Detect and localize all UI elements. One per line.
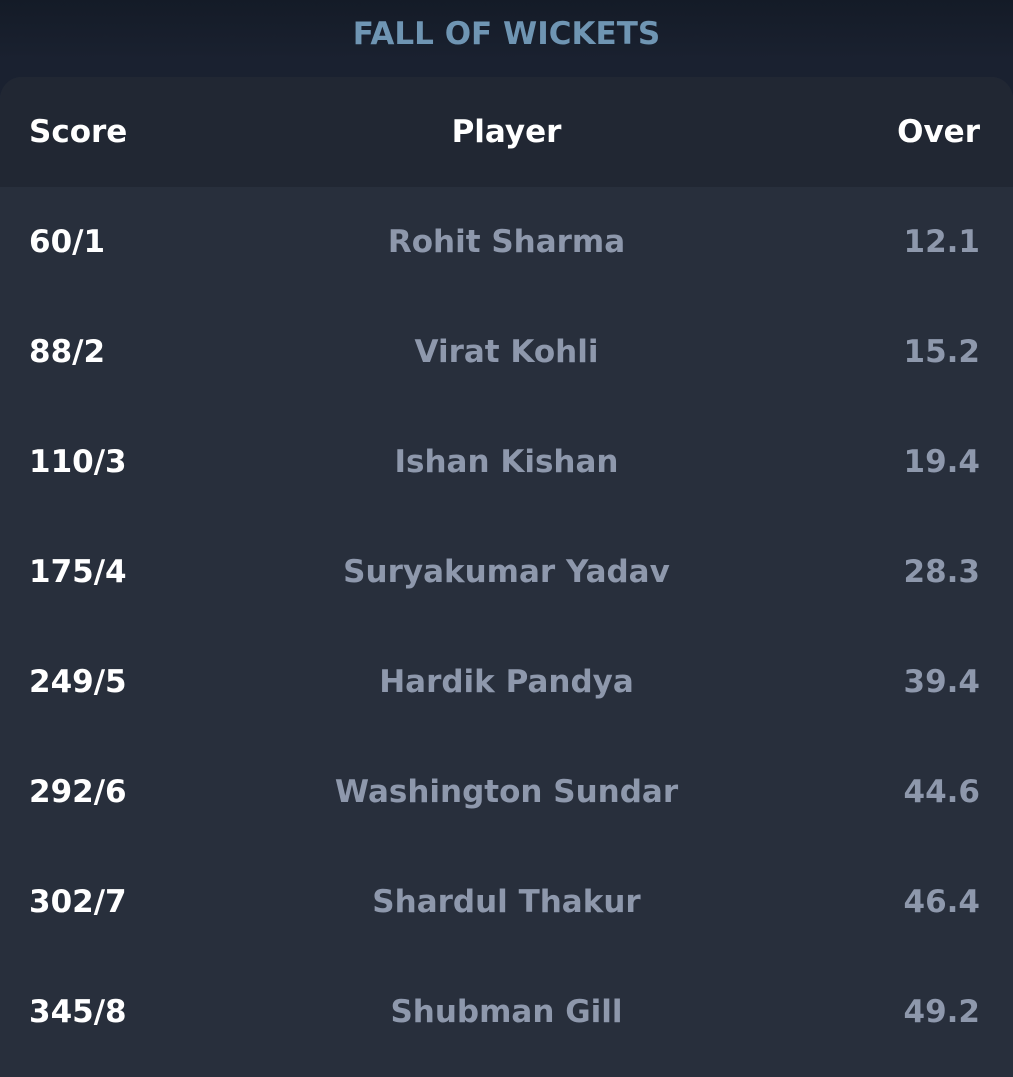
score-cell: 249/5 xyxy=(29,664,127,700)
player-cell: Rohit Sharma xyxy=(387,224,626,260)
score-cell: 292/6 xyxy=(29,774,127,810)
player-cell: Shardul Thakur xyxy=(372,884,641,920)
table-header: Score Player Over xyxy=(0,77,1013,187)
table-row: 249/5 Hardik Pandya 39.4 xyxy=(0,627,1013,737)
fall-of-wickets-table: Score Player Over 60/1 Rohit Sharma 12.1… xyxy=(0,77,1013,1077)
table-row: 345/8 Shubman Gill 49.2 xyxy=(0,957,1013,1067)
score-cell: 60/1 xyxy=(29,224,106,260)
score-cell: 175/4 xyxy=(29,554,127,590)
table-row: 175/4 Suryakumar Yadav 28.3 xyxy=(0,517,1013,627)
player-cell: Suryakumar Yadav xyxy=(343,554,670,590)
column-header-over: Over xyxy=(897,114,980,150)
table-row: 302/7 Shardul Thakur 46.4 xyxy=(0,847,1013,957)
score-cell: 110/3 xyxy=(29,444,127,480)
section-header: FALL OF WICKETS xyxy=(0,0,1013,76)
table-row: 60/1 Rohit Sharma 12.1 xyxy=(0,187,1013,297)
over-cell: 12.1 xyxy=(903,224,981,260)
table-row: 292/6 Washington Sundar 44.6 xyxy=(0,737,1013,847)
over-cell: 19.4 xyxy=(903,444,981,480)
player-cell: Hardik Pandya xyxy=(379,664,634,700)
over-cell: 28.3 xyxy=(903,554,981,590)
player-cell: Shubman Gill xyxy=(390,994,623,1030)
over-cell: 15.2 xyxy=(903,334,981,370)
over-cell: 46.4 xyxy=(903,884,981,920)
over-cell: 44.6 xyxy=(903,774,981,810)
player-cell: Ishan Kishan xyxy=(394,444,619,480)
table-row: 88/2 Virat Kohli 15.2 xyxy=(0,297,1013,407)
score-cell: 302/7 xyxy=(29,884,127,920)
score-cell: 345/8 xyxy=(29,994,127,1030)
section-title: FALL OF WICKETS xyxy=(352,16,661,52)
player-cell: Washington Sundar xyxy=(334,774,679,810)
column-header-score: Score xyxy=(29,114,128,150)
score-cell: 88/2 xyxy=(29,334,106,370)
over-cell: 39.4 xyxy=(903,664,981,700)
player-cell: Virat Kohli xyxy=(414,334,599,370)
table-row: 110/3 Ishan Kishan 19.4 xyxy=(0,407,1013,517)
over-cell: 49.2 xyxy=(903,994,981,1030)
column-header-player: Player xyxy=(451,114,562,150)
